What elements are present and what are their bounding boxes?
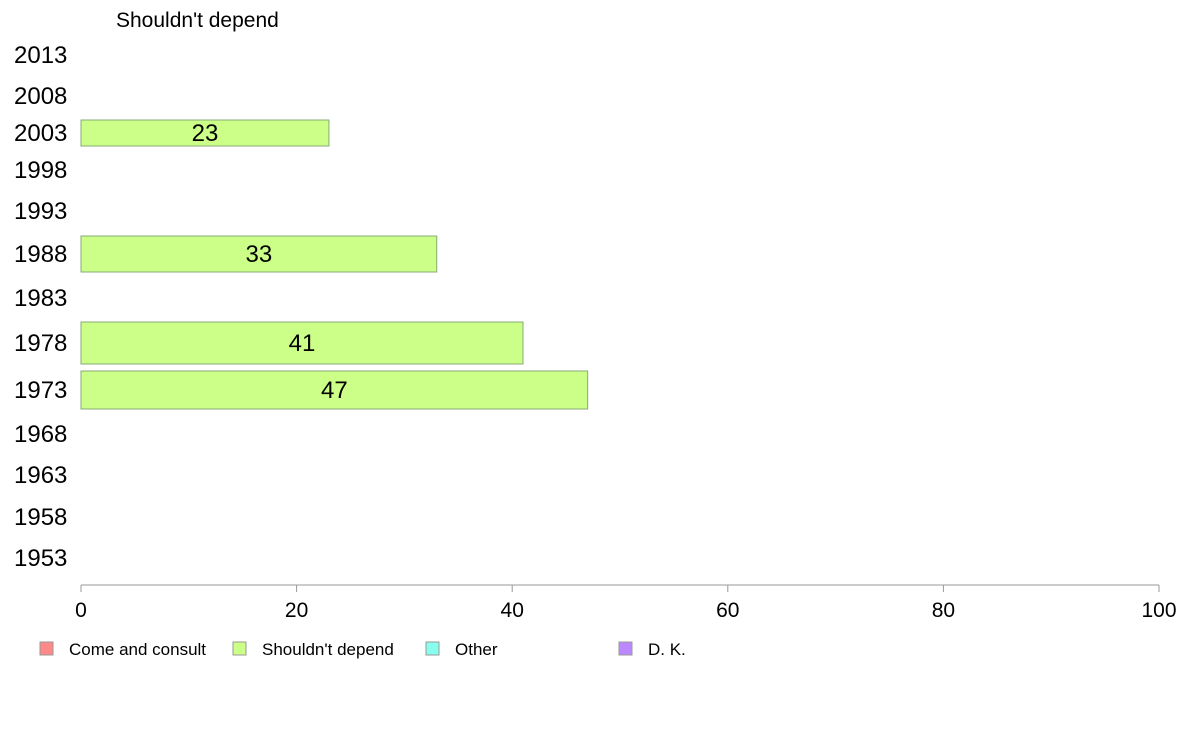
- y-tick-label-1978: 1978: [14, 330, 67, 357]
- y-tick-label-1953: 1953: [14, 545, 67, 572]
- y-tick-label-1963: 1963: [14, 462, 67, 489]
- y-tick-label-1983: 1983: [14, 285, 67, 312]
- y-tick-label-1958: 1958: [14, 504, 67, 531]
- legend: Come and consult Shouldn't depend Other D. …: [39, 640, 686, 659]
- legend-swatch-2: [425, 641, 440, 656]
- legend-swatch-1: [232, 641, 247, 656]
- y-tick-label-1993: 1993: [14, 198, 67, 225]
- y-axis-labels: 2013 2008 2003 1998 1993 1988 1983 1978 1973 1968…: [14, 42, 67, 572]
- legend-label-0: Come and consult: [69, 640, 206, 659]
- legend-swatch-3: [618, 641, 633, 656]
- chart-title: Shouldn't depend: [116, 9, 279, 32]
- x-tick-label-100: 100: [1141, 599, 1176, 622]
- y-tick-label-2003: 2003: [14, 120, 67, 147]
- x-tick-label-40: 40: [501, 599, 524, 622]
- bar-1978: [80, 321, 524, 365]
- y-tick-label-1973: 1973: [14, 377, 67, 404]
- x-tick-label-0: 0: [75, 599, 87, 622]
- y-tick-label-1968: 1968: [14, 421, 67, 448]
- bar-2003: [80, 119, 330, 147]
- bar-value-label-1988: 33: [246, 241, 273, 268]
- x-tick-label-80: 80: [932, 599, 955, 622]
- bar-value-label-1978: 41: [289, 330, 316, 357]
- bar-value-label-1973: 47: [321, 377, 348, 404]
- bar-1973: [80, 370, 589, 410]
- y-tick-label-1988: 1988: [14, 241, 67, 268]
- y-tick-label-2013: 2013: [14, 42, 67, 69]
- legend-swatch-0: [39, 641, 54, 656]
- x-tick-label-60: 60: [716, 599, 739, 622]
- x-axis-ticks: 0 20 40 60 80 100: [75, 585, 1177, 622]
- legend-label-1: Shouldn't depend: [262, 640, 394, 659]
- y-tick-label-1998: 1998: [14, 157, 67, 184]
- bar-value-label-2003: 23: [192, 120, 219, 147]
- x-tick-label-20: 20: [285, 599, 308, 622]
- y-tick-label-2008: 2008: [14, 83, 67, 110]
- legend-label-2: Other: [455, 640, 498, 659]
- bars: [80, 119, 589, 410]
- bar-1988: [80, 235, 438, 273]
- legend-label-3: D. K.: [648, 640, 686, 659]
